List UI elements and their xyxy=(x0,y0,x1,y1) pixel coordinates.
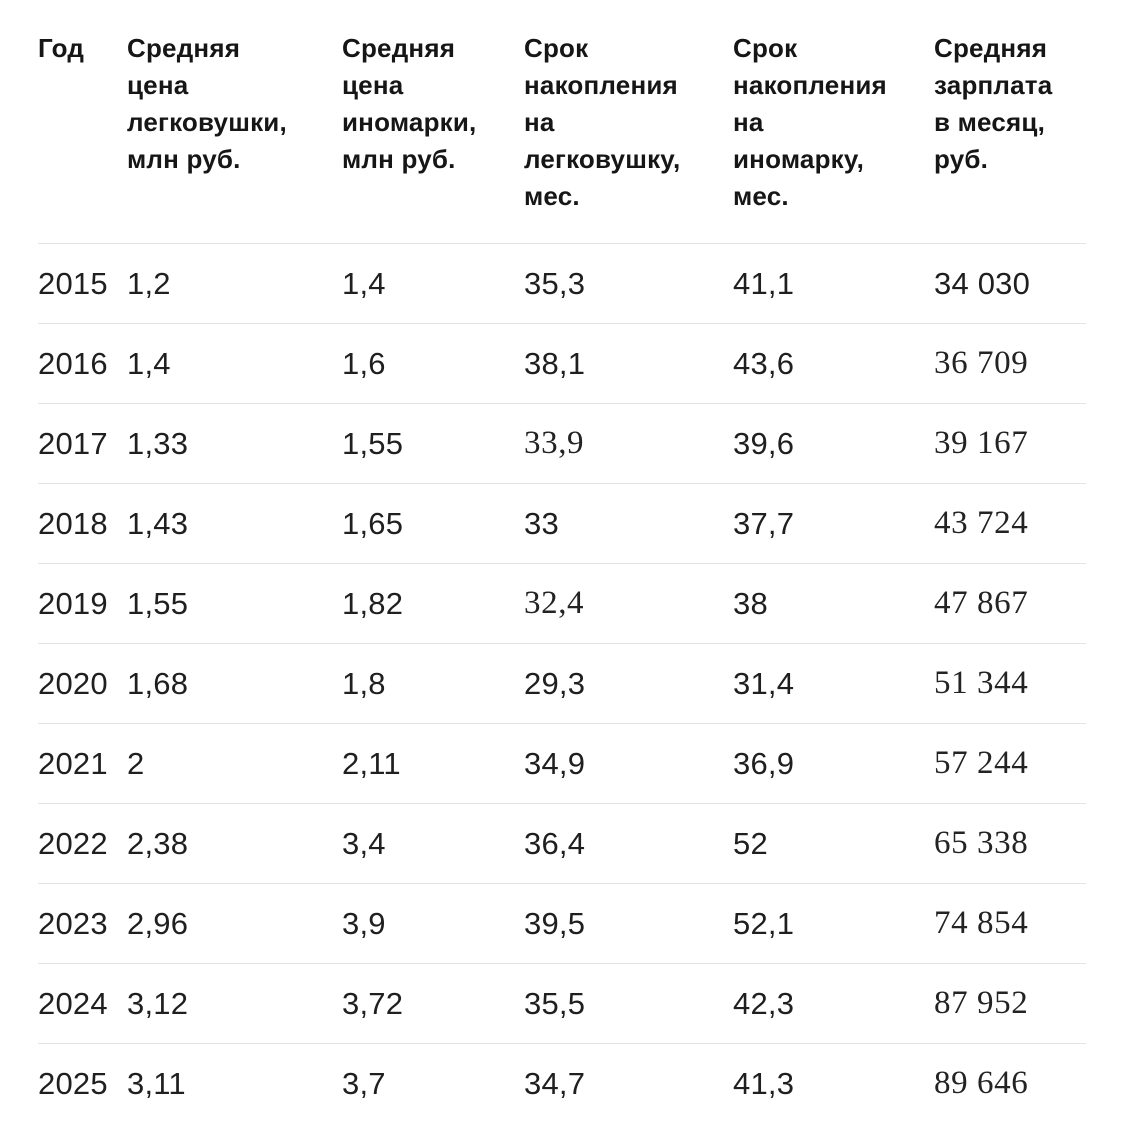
cell-year: 2025 xyxy=(38,1043,127,1123)
cell-foreign_price: 1,65 xyxy=(342,483,524,564)
cell-year: 2021 xyxy=(38,723,127,804)
table-row: 2016 1,4 1,6 38,1 43,6 36 709 xyxy=(38,323,1086,404)
cell-car_price: 1,43 xyxy=(127,483,342,564)
cell-term_car: 38,1 xyxy=(524,323,733,404)
cell-term_foreign: 36,9 xyxy=(733,723,934,804)
cell-year: 2019 xyxy=(38,563,127,644)
cell-term_foreign: 52,1 xyxy=(733,883,934,964)
cell-year: 2018 xyxy=(38,483,127,564)
table-row: 2017 1,33 1,55 33,9 39,6 39 167 xyxy=(38,403,1086,484)
cell-year: 2017 xyxy=(38,403,127,484)
cell-foreign_price: 2,11 xyxy=(342,723,524,804)
cell-foreign_price: 3,9 xyxy=(342,883,524,964)
cell-salary: 87 952 xyxy=(934,963,1086,1044)
table-body: 2015 1,2 1,4 35,3 41,1 34 030 2016 1,4 1,6 38,1 43… xyxy=(38,243,1086,1123)
cell-foreign_price: 1,8 xyxy=(342,643,524,724)
cell-car_price: 1,68 xyxy=(127,643,342,724)
cell-term_car: 32,4 xyxy=(524,563,733,644)
cell-car_price: 3,11 xyxy=(127,1043,342,1123)
column-header-term_car: Срок накопления на легковушку, мес. xyxy=(524,33,681,211)
cell-car_price: 1,2 xyxy=(127,243,342,324)
cars-salary-table: Год Средняя цена легковушки, млн руб. Сред… xyxy=(38,0,1086,1123)
cell-term_car: 35,3 xyxy=(524,243,733,324)
cell-term_car: 36,4 xyxy=(524,803,733,884)
cell-term_foreign: 41,3 xyxy=(733,1043,934,1123)
cell-foreign_price: 3,7 xyxy=(342,1043,524,1123)
table-row: 2021 2 2,11 34,9 36,9 57 244 xyxy=(38,723,1086,804)
table-header: Год Средняя цена легковушки, млн руб. Сред… xyxy=(38,0,1086,244)
table-row: 2025 3,11 3,7 34,7 41,3 89 646 xyxy=(38,1043,1086,1123)
table-row: 2018 1,43 1,65 33 37,7 43 724 xyxy=(38,483,1086,564)
cell-salary: 47 867 xyxy=(934,563,1086,644)
cell-term_car: 33,9 xyxy=(524,403,733,484)
cell-term_car: 29,3 xyxy=(524,643,733,724)
table-row: 2015 1,2 1,4 35,3 41,1 34 030 xyxy=(38,243,1086,324)
cell-foreign_price: 3,4 xyxy=(342,803,524,884)
cell-salary: 51 344 xyxy=(934,643,1086,724)
cell-term_foreign: 39,6 xyxy=(733,403,934,484)
cell-term_car: 34,9 xyxy=(524,723,733,804)
cell-salary: 43 724 xyxy=(934,483,1086,564)
cell-term_car: 35,5 xyxy=(524,963,733,1044)
cell-car_price: 2 xyxy=(127,723,342,804)
cell-term_car: 34,7 xyxy=(524,1043,733,1123)
cell-salary: 34 030 xyxy=(934,243,1086,324)
cell-term_foreign: 31,4 xyxy=(733,643,934,724)
table-row: 2023 2,96 3,9 39,5 52,1 74 854 xyxy=(38,883,1086,964)
column-header-year: Год xyxy=(38,33,85,63)
cell-salary: 74 854 xyxy=(934,883,1086,964)
cell-foreign_price: 1,6 xyxy=(342,323,524,404)
table-row: 2020 1,68 1,8 29,3 31,4 51 344 xyxy=(38,643,1086,724)
cell-salary: 65 338 xyxy=(934,803,1086,884)
cell-year: 2023 xyxy=(38,883,127,964)
cell-salary: 57 244 xyxy=(934,723,1086,804)
cell-year: 2022 xyxy=(38,803,127,884)
column-header-salary: Средняя зарплата в месяц, руб. xyxy=(934,33,1053,174)
cell-term_car: 33 xyxy=(524,483,733,564)
cell-year: 2016 xyxy=(38,323,127,404)
cell-term_foreign: 42,3 xyxy=(733,963,934,1044)
cell-term_foreign: 43,6 xyxy=(733,323,934,404)
header-row: Год Средняя цена легковушки, млн руб. Сред… xyxy=(38,0,1086,244)
cell-foreign_price: 3,72 xyxy=(342,963,524,1044)
cell-foreign_price: 1,4 xyxy=(342,243,524,324)
cell-salary: 36 709 xyxy=(934,323,1086,404)
cell-year: 2020 xyxy=(38,643,127,724)
cell-term_car: 39,5 xyxy=(524,883,733,964)
cell-foreign_price: 1,82 xyxy=(342,563,524,644)
cell-car_price: 2,96 xyxy=(127,883,342,964)
cell-salary: 39 167 xyxy=(934,403,1086,484)
cell-term_foreign: 38 xyxy=(733,563,934,644)
table-row: 2019 1,55 1,82 32,4 38 47 867 xyxy=(38,563,1086,644)
column-header-foreign_price: Средняя цена иномарки, млн руб. xyxy=(342,33,477,174)
cell-foreign_price: 1,55 xyxy=(342,403,524,484)
cell-year: 2015 xyxy=(38,243,127,324)
cell-term_foreign: 41,1 xyxy=(733,243,934,324)
table-row: 2024 3,12 3,72 35,5 42,3 87 952 xyxy=(38,963,1086,1044)
cell-year: 2024 xyxy=(38,963,127,1044)
cell-term_foreign: 52 xyxy=(733,803,934,884)
cell-car_price: 2,38 xyxy=(127,803,342,884)
cell-car_price: 1,33 xyxy=(127,403,342,484)
cell-car_price: 1,4 xyxy=(127,323,342,404)
cell-term_foreign: 37,7 xyxy=(733,483,934,564)
column-header-term_foreign: Срок накопления на иномарку, мес. xyxy=(733,33,887,211)
table-row: 2022 2,38 3,4 36,4 52 65 338 xyxy=(38,803,1086,884)
cell-car_price: 1,55 xyxy=(127,563,342,644)
cell-salary: 89 646 xyxy=(934,1043,1086,1123)
column-header-car_price: Средняя цена легковушки, млн руб. xyxy=(127,33,287,174)
cell-car_price: 3,12 xyxy=(127,963,342,1044)
